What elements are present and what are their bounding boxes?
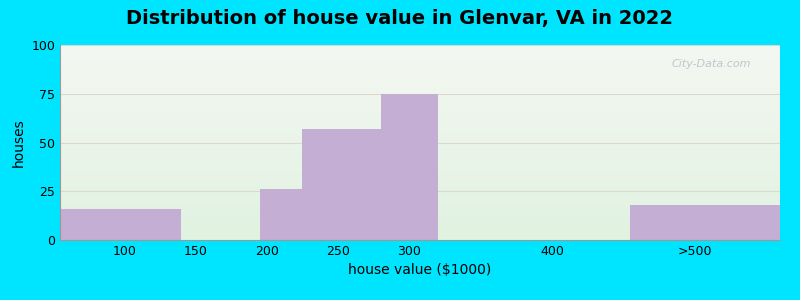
Bar [381, 94, 438, 240]
Bar [630, 205, 780, 240]
Bar [302, 129, 381, 240]
Text: City-Data.com: City-Data.com [672, 58, 751, 69]
Bar [60, 209, 181, 240]
Y-axis label: houses: houses [12, 118, 26, 167]
X-axis label: house value ($1000): house value ($1000) [348, 263, 492, 278]
Bar [260, 189, 302, 240]
Text: Distribution of house value in Glenvar, VA in 2022: Distribution of house value in Glenvar, … [126, 9, 674, 28]
